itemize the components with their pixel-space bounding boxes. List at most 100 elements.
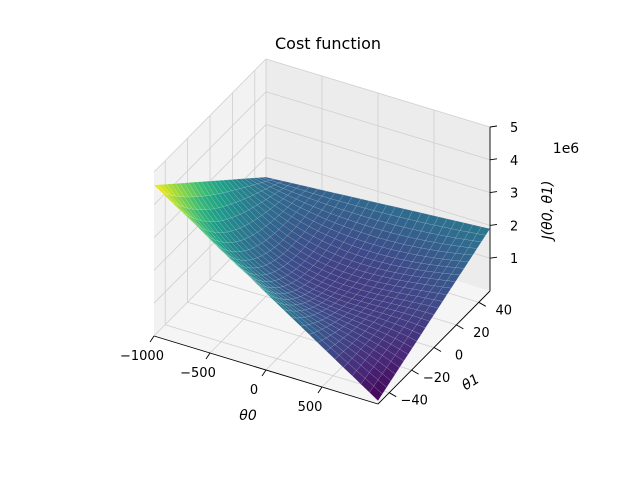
tick-mark — [489, 158, 498, 161]
surface-patch — [274, 190, 288, 199]
surface-patch — [308, 288, 323, 297]
z-tick-label: 4 — [510, 154, 518, 169]
surface-patch — [235, 200, 250, 213]
surface-patch — [209, 180, 224, 195]
tick-mark — [489, 191, 498, 194]
surface-patch — [179, 196, 194, 210]
surface-patch — [468, 240, 482, 249]
surface-patch — [274, 243, 288, 255]
surface-patch — [442, 218, 456, 229]
surface-patch — [364, 251, 379, 261]
surface-patch — [171, 201, 185, 214]
tick-mark — [489, 256, 498, 259]
surface-patch — [265, 196, 280, 206]
z-tick-label: 1 — [510, 252, 518, 267]
surface-patch — [308, 332, 323, 343]
x-tick-label: −500 — [180, 366, 216, 381]
surface-patch — [386, 278, 400, 287]
surface-patch — [235, 227, 250, 240]
surface-patch — [295, 317, 310, 326]
surface-patch — [325, 315, 340, 323]
surface-patch — [407, 301, 422, 311]
surface-patch — [201, 181, 215, 196]
surface-patch — [313, 273, 327, 283]
tick-mark — [411, 369, 419, 375]
x-tick-label: 500 — [298, 400, 323, 415]
y-tick-label: −20 — [423, 371, 450, 386]
surface-patch — [205, 229, 219, 242]
surface-patch — [442, 251, 456, 261]
surface-patch — [338, 257, 353, 267]
z-tick-label: 3 — [510, 187, 518, 202]
surface-patch — [222, 251, 236, 265]
tick-mark — [433, 347, 442, 352]
surface-patch — [231, 259, 245, 271]
surface-patch — [351, 353, 366, 366]
surface-patch — [343, 291, 357, 299]
surface-patch — [399, 326, 413, 338]
surface-patch — [377, 262, 392, 271]
z-tick-label: 2 — [510, 219, 518, 234]
surface-patch — [455, 260, 469, 269]
surface-patch — [235, 214, 250, 227]
surface-patch — [343, 362, 357, 377]
surface-patch — [450, 220, 465, 231]
surface-patch — [399, 299, 413, 308]
surface-patch — [399, 312, 413, 322]
surface-patch — [321, 299, 336, 307]
surface-patch — [209, 194, 224, 209]
y-tick-label: −40 — [400, 394, 427, 409]
surface-patch — [231, 215, 245, 229]
surface-patch — [373, 360, 387, 374]
cost-surface — [153, 176, 491, 402]
surface-patch — [239, 225, 254, 238]
tick-marks: −1000 −500 0 500 −40 −20 0 20 40 1 2 3 4 5 — [120, 121, 518, 415]
surface-patch — [325, 347, 340, 360]
surface-patch — [274, 182, 288, 189]
surface-patch — [351, 282, 366, 291]
surface-patch — [403, 336, 418, 349]
surface-patch — [291, 188, 306, 196]
surface-patch — [244, 259, 258, 269]
tick-mark — [317, 386, 323, 394]
surface-patch — [153, 184, 168, 195]
surface-patch — [282, 249, 297, 261]
surface-patch — [287, 216, 301, 227]
surface-patch — [286, 298, 302, 305]
grid-line — [153, 58, 267, 173]
surface-patch — [399, 208, 413, 220]
surface-patch — [188, 196, 202, 211]
surface-patch — [394, 318, 409, 328]
x-axis-label: θ0 — [239, 408, 257, 424]
tick-mark — [456, 324, 464, 330]
tick-mark — [388, 392, 397, 398]
surface-patch — [269, 184, 284, 192]
surface-patch — [394, 251, 409, 261]
surface-patch — [287, 245, 301, 257]
surface-patch — [356, 248, 370, 258]
surface-patch — [244, 266, 259, 276]
surface-patch — [226, 250, 241, 261]
surface-patch — [295, 277, 310, 286]
surface-patch — [420, 240, 435, 250]
grid-line — [265, 124, 491, 193]
surface-patch — [231, 178, 245, 189]
surface-patch — [300, 325, 314, 335]
surface-patch — [287, 271, 301, 281]
surface-patch — [386, 232, 400, 243]
surface-patch — [235, 178, 250, 188]
x-tick-label: 0 — [250, 383, 258, 398]
surface-patch — [399, 274, 413, 282]
surface-patch — [291, 310, 306, 319]
surface-patch — [356, 335, 370, 345]
tick-mark — [489, 223, 498, 226]
y-tick-label: 0 — [455, 349, 463, 364]
surface-patch — [351, 370, 366, 385]
z-tick-label: 5 — [510, 121, 518, 136]
surface-patch — [175, 183, 189, 198]
surface-patch — [287, 182, 301, 189]
grid-line — [165, 324, 390, 394]
y-axis-label: θ1 — [459, 371, 482, 394]
surface-patch — [364, 217, 379, 229]
surface-patch — [205, 180, 219, 195]
